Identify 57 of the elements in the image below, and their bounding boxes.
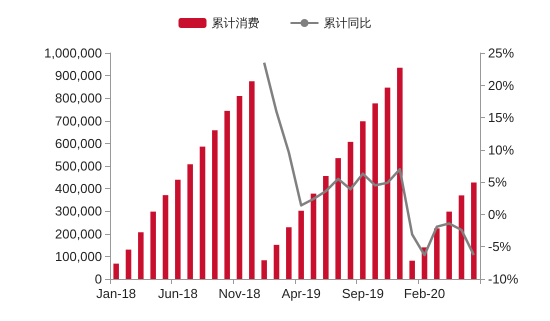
legend-label: 累计同比 bbox=[324, 16, 372, 30]
y2-tick-label: 10% bbox=[488, 142, 514, 158]
bar bbox=[212, 130, 218, 279]
y-tick-label: 1,000,000 bbox=[44, 46, 102, 60]
x-tick-label: Nov-18 bbox=[218, 286, 260, 301]
bar bbox=[471, 182, 477, 279]
bar bbox=[138, 232, 144, 279]
y2-tick-label: 25% bbox=[488, 46, 514, 60]
y-tick-label: 600,000 bbox=[55, 136, 102, 151]
bar bbox=[298, 210, 304, 279]
bar bbox=[335, 158, 341, 279]
bar bbox=[446, 212, 452, 279]
bar bbox=[175, 180, 181, 279]
bar bbox=[187, 164, 193, 279]
bar bbox=[310, 194, 316, 279]
bar bbox=[409, 260, 415, 279]
bar bbox=[162, 195, 168, 279]
x-tick-label: Jan-18 bbox=[96, 286, 136, 301]
y-tick-label: 700,000 bbox=[55, 113, 102, 128]
legend-label: 累计消费 bbox=[212, 16, 260, 30]
bar bbox=[274, 244, 280, 279]
bar bbox=[224, 110, 230, 279]
y-tick-label: 300,000 bbox=[55, 204, 102, 219]
bar bbox=[261, 260, 267, 279]
bar bbox=[323, 176, 329, 279]
bar bbox=[360, 121, 366, 279]
y2-tick-label: -10% bbox=[488, 272, 519, 286]
bar bbox=[397, 68, 403, 279]
bar bbox=[236, 96, 242, 279]
y-tick-label: 900,000 bbox=[55, 68, 102, 84]
line-series bbox=[262, 61, 476, 256]
bar bbox=[126, 250, 132, 279]
y-tick-label: 400,000 bbox=[55, 181, 102, 196]
y2-tick-label: 0% bbox=[488, 206, 508, 222]
y2-tick-label: 20% bbox=[488, 78, 514, 93]
y-tick-label: 0 bbox=[94, 272, 102, 286]
bar bbox=[249, 81, 255, 279]
x-tick-label: Feb-20 bbox=[404, 286, 446, 301]
bar bbox=[200, 146, 206, 279]
bar bbox=[150, 212, 156, 279]
y2-tick-label: 15% bbox=[488, 110, 514, 126]
bar bbox=[113, 264, 119, 279]
bar bbox=[434, 228, 440, 279]
y-tick-label: 100,000 bbox=[55, 248, 102, 264]
x-tick-label: Sep-19 bbox=[342, 286, 384, 301]
y2-tick-label: 5% bbox=[488, 174, 508, 190]
y2-tick-label: -5% bbox=[488, 239, 512, 254]
y-tick-label: 800,000 bbox=[55, 90, 102, 106]
bar bbox=[348, 142, 354, 279]
bar bbox=[372, 103, 378, 279]
bar bbox=[458, 195, 464, 279]
x-tick-label: Jun-18 bbox=[158, 286, 198, 301]
x-tick-label: Apr-19 bbox=[282, 286, 321, 301]
y-tick-label: 200,000 bbox=[55, 226, 102, 242]
bar bbox=[384, 88, 390, 279]
bar bbox=[286, 227, 292, 279]
y-tick-label: 500,000 bbox=[55, 158, 102, 174]
